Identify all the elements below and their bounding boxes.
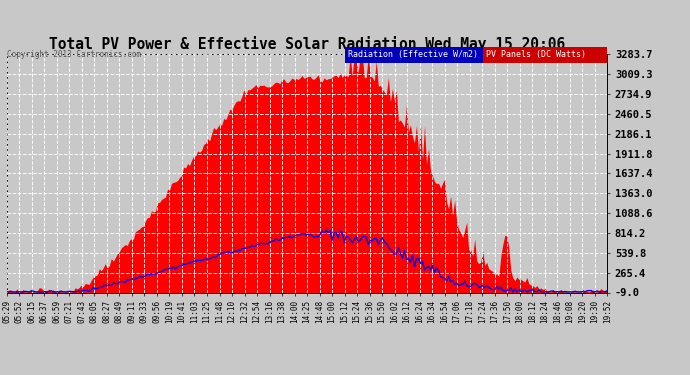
Text: PV Panels (DC Watts): PV Panels (DC Watts) <box>486 50 586 59</box>
Title: Total PV Power & Effective Solar Radiation Wed May 15 20:06: Total PV Power & Effective Solar Radiati… <box>49 36 565 52</box>
Text: Copyright 2013 Cartronics.com: Copyright 2013 Cartronics.com <box>7 50 141 59</box>
Text: Radiation (Effective W/m2): Radiation (Effective W/m2) <box>348 50 477 59</box>
